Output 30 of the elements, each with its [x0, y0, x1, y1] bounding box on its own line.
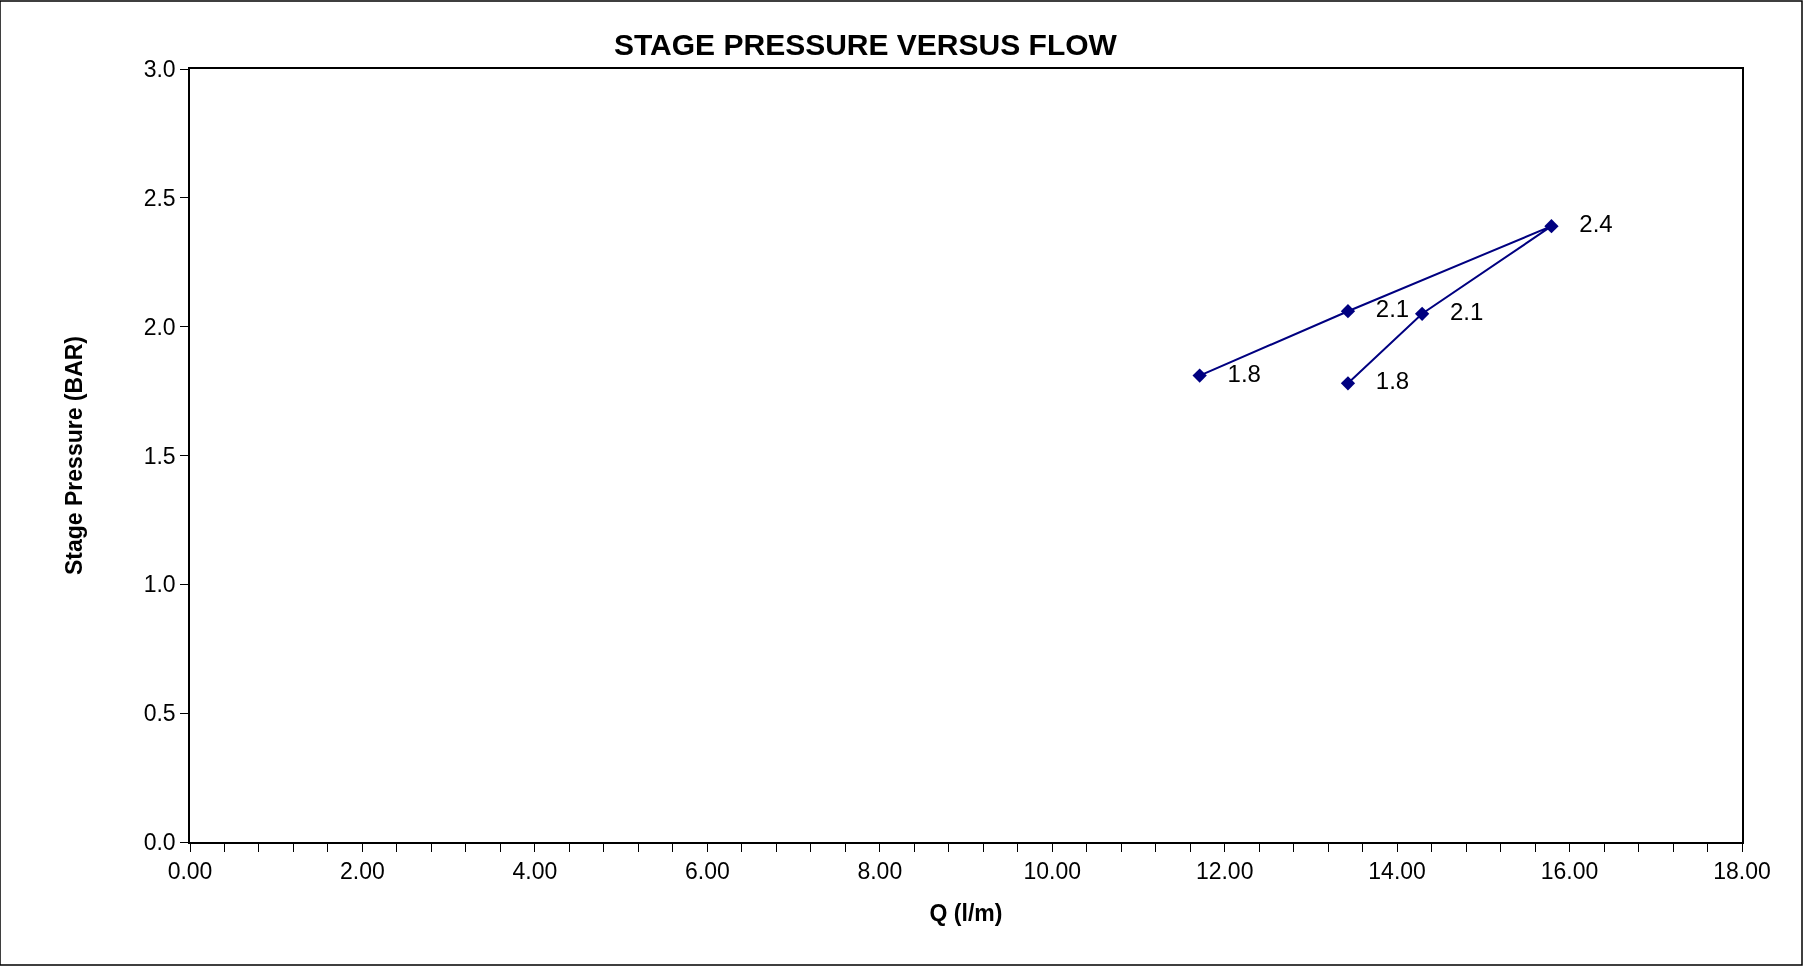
- x-tick-label: 18.00: [1713, 858, 1771, 885]
- data-label: 1.8: [1355, 367, 1410, 395]
- x-tick-label: 2.00: [340, 858, 385, 885]
- point: [1192, 368, 1207, 383]
- point: [1340, 304, 1356, 319]
- x-tick-label: 8.00: [857, 858, 903, 885]
- x-tick-label: 4.00: [512, 858, 558, 885]
- chart-title: STAGE PRESSURE VERSUS FLOW: [614, 27, 1118, 61]
- point: [1340, 376, 1356, 391]
- y-tick-label: 1.5: [143, 442, 176, 469]
- y-tick-label: 2.5: [143, 184, 176, 211]
- x-tick-label: 16.00: [1540, 858, 1599, 885]
- data-label: 2.1: [1355, 295, 1410, 323]
- point: [1544, 219, 1559, 234]
- data-label: 2.1: [1429, 297, 1484, 325]
- x-tick-label: 10.00: [1023, 858, 1081, 885]
- y-tick-label: 0.5: [143, 700, 176, 727]
- data-label: 1.8: [1207, 359, 1261, 387]
- y-axis-title: Stage Pressure (BAR): [60, 335, 87, 576]
- x-tick-label: 14.00: [1368, 858, 1426, 885]
- y-tick-label: 2.0: [143, 313, 176, 340]
- x-tick-label: 0.00: [167, 858, 213, 885]
- y-tick-label: 1.0: [143, 571, 176, 598]
- x-tick-label: 12.00: [1195, 858, 1254, 885]
- x-tick-label: 6.00: [684, 858, 730, 885]
- data-label: 2.4: [1559, 210, 1613, 238]
- point: [1414, 306, 1430, 321]
- y-tick-label: 3.0: [143, 56, 176, 83]
- y-tick-label: 0.0: [143, 829, 176, 856]
- x-axis-title: Q (l/m): [929, 900, 1003, 927]
